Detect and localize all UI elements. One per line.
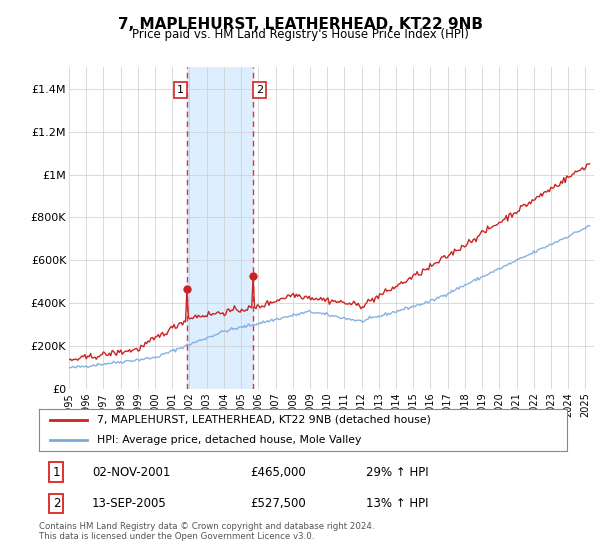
Text: £527,500: £527,500 (250, 497, 306, 510)
Text: 13% ↑ HPI: 13% ↑ HPI (367, 497, 429, 510)
Text: 13-SEP-2005: 13-SEP-2005 (92, 497, 167, 510)
Text: 7, MAPLEHURST, LEATHERHEAD, KT22 9NB (detached house): 7, MAPLEHURST, LEATHERHEAD, KT22 9NB (de… (97, 415, 431, 424)
Text: Price paid vs. HM Land Registry's House Price Index (HPI): Price paid vs. HM Land Registry's House … (131, 28, 469, 41)
Text: 7, MAPLEHURST, LEATHERHEAD, KT22 9NB: 7, MAPLEHURST, LEATHERHEAD, KT22 9NB (118, 17, 482, 32)
Text: 02-NOV-2001: 02-NOV-2001 (92, 465, 170, 479)
Text: 1: 1 (177, 85, 184, 95)
Text: HPI: Average price, detached house, Mole Valley: HPI: Average price, detached house, Mole… (97, 435, 361, 445)
Text: 2: 2 (53, 497, 60, 510)
Text: £465,000: £465,000 (250, 465, 306, 479)
Bar (187, 67, 253, 389)
Text: 2: 2 (256, 85, 263, 95)
Text: 29% ↑ HPI: 29% ↑ HPI (367, 465, 429, 479)
Text: Contains HM Land Registry data © Crown copyright and database right 2024.
This d: Contains HM Land Registry data © Crown c… (39, 522, 374, 542)
Text: 1: 1 (53, 465, 60, 479)
